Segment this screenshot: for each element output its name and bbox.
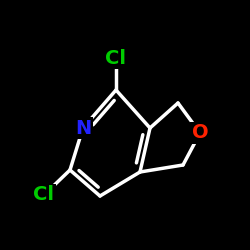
Text: O: O xyxy=(192,124,208,142)
Text: N: N xyxy=(75,118,91,138)
Text: Cl: Cl xyxy=(106,48,126,68)
Text: Cl: Cl xyxy=(34,186,54,204)
